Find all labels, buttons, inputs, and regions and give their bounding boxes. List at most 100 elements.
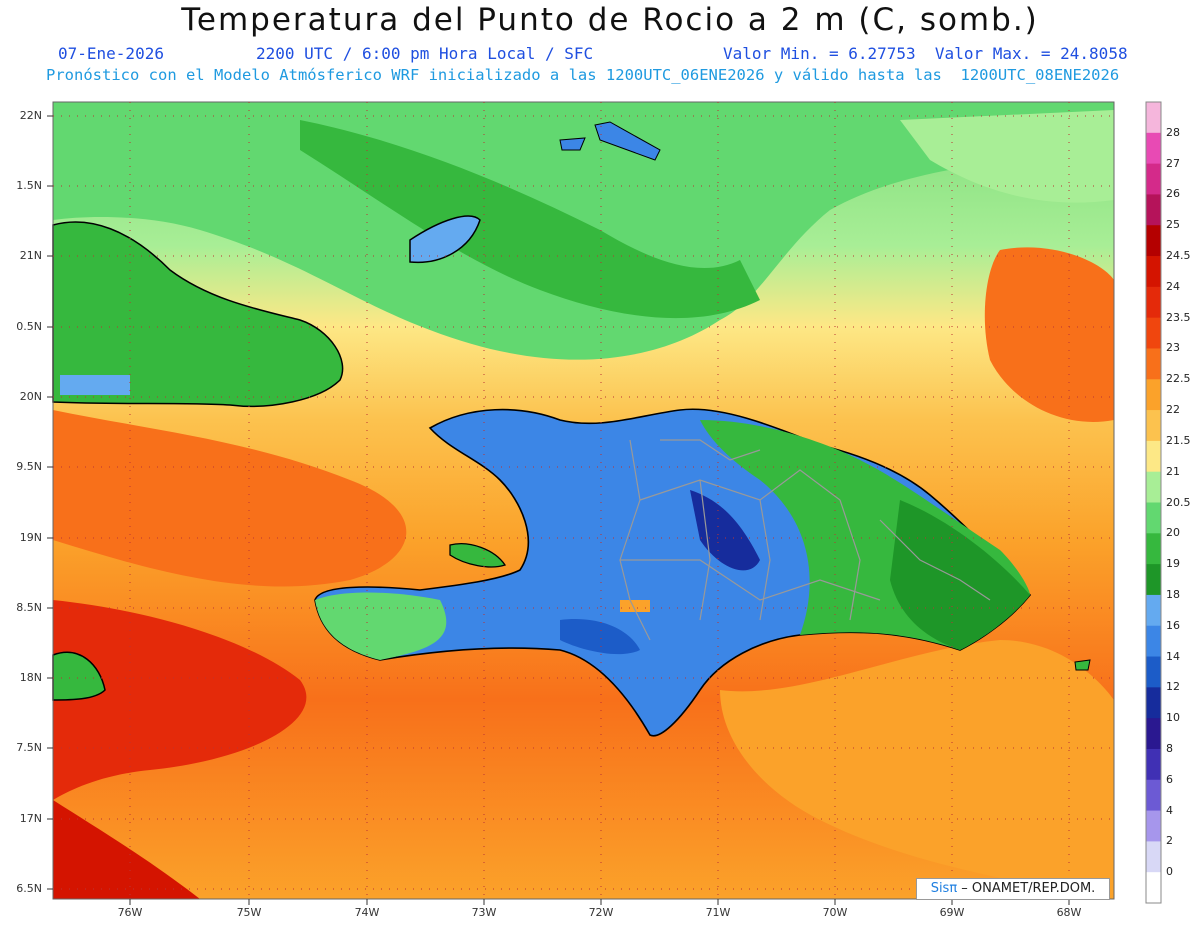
colorbar-label: 22.5: [1166, 372, 1191, 386]
lon-label: 68W: [1056, 906, 1082, 919]
lat-label: 0.5N: [16, 320, 42, 333]
colorbar-label: 24: [1166, 279, 1180, 293]
small-island: [559, 137, 586, 151]
colorbar-label: 21: [1166, 464, 1180, 478]
colorbar-swatch: [1146, 748, 1161, 781]
ne-light-green: [900, 110, 1114, 203]
colorbar-label: 16: [1166, 618, 1180, 632]
colorbar-label: 24.5: [1166, 249, 1191, 263]
graticule: [53, 102, 1114, 899]
lon-label: 73W: [471, 906, 497, 919]
cuba-land: [52, 221, 344, 408]
colorbar-label: 14: [1166, 649, 1180, 663]
colorbar-swatch: [1146, 348, 1161, 380]
colorbar-swatch: [1146, 625, 1161, 658]
lon-label: 71W: [705, 906, 731, 919]
north-dark-band: [300, 120, 760, 319]
mona-island: [1074, 659, 1091, 671]
colorbar-swatch: [1146, 440, 1161, 473]
colorbar-swatch: [1146, 163, 1161, 195]
lon-label: 74W: [354, 906, 380, 919]
colorbar-label: 8: [1166, 741, 1173, 755]
colorbar-swatch: [1146, 594, 1161, 627]
colorbar-label: 20.5: [1166, 495, 1191, 509]
colorbar-swatch: [1146, 533, 1161, 565]
south-dark-blue: [560, 619, 640, 655]
lake-orange: [620, 600, 650, 612]
colorbar-label: 12: [1166, 680, 1180, 694]
credit-text: – ONAMET/REP.DOM.: [957, 881, 1096, 896]
colorbar-swatch: [1146, 194, 1161, 226]
cuba-blue-area: [60, 375, 130, 395]
colorbar-swatch: [1146, 286, 1161, 319]
colorbar-swatch: [1146, 810, 1161, 842]
colorbar-swatch: [1146, 102, 1161, 134]
colorbar-label: 19: [1166, 557, 1180, 571]
sis-logo-text: Sisπ: [930, 881, 958, 896]
colorbar-swatch: [1146, 718, 1161, 750]
sw-corner-red: [53, 800, 200, 899]
colorbar-swatch: [1146, 656, 1161, 688]
colorbar-label: 0: [1166, 865, 1173, 879]
colorbar-swatch: [1146, 132, 1161, 165]
colorbar-swatch: [1146, 502, 1161, 534]
lon-label: 70W: [822, 906, 848, 919]
caicos-island: [594, 121, 661, 161]
lat-label: 6.5N: [16, 882, 42, 895]
map-panel: [52, 102, 1114, 899]
lat-label: 19N: [19, 531, 42, 544]
min-max-values: Valor Min. = 6.27753 Valor Max. = 24.805…: [723, 44, 1128, 63]
lat-label: 8.5N: [16, 601, 42, 614]
cordillera-dark-blue: [690, 490, 760, 571]
lon-label: 76W: [117, 906, 143, 919]
haiti-south-green: [315, 592, 447, 660]
valid-time: 2200 UTC / 6:00 pm Hora Local / SFC: [256, 44, 594, 63]
valid-date: 07-Ene-2026: [58, 44, 164, 63]
lat-label: 20N: [19, 390, 42, 403]
colorbar-label: 23.5: [1166, 310, 1191, 324]
jamaica-land: [52, 651, 106, 701]
ticks: [47, 115, 1070, 905]
colorbar-label: 10: [1166, 711, 1180, 725]
ne-orange: [984, 247, 1114, 422]
colorbar-swatch: [1146, 410, 1161, 442]
colorbar-label: 23: [1166, 341, 1180, 355]
colorbar-swatch: [1146, 225, 1161, 257]
lat-label: 17N: [19, 812, 42, 825]
colorbar-swatch: [1146, 687, 1161, 719]
colorbar-swatch: [1146, 379, 1161, 411]
colorbar-swatch: [1146, 564, 1161, 596]
lat-label: 7.5N: [16, 741, 42, 754]
colorbar-label: 20: [1166, 526, 1180, 540]
model-info: Pronóstico con el Modelo Atmósferico WRF…: [46, 66, 1120, 84]
lon-label: 72W: [588, 906, 614, 919]
colorbar-swatch: [1146, 471, 1161, 503]
colorbar-frame: [1145, 101, 1162, 904]
colorbar: [1145, 101, 1162, 904]
colorbar-label: 18: [1166, 587, 1180, 601]
colorbar-label: 28: [1166, 125, 1180, 139]
west-orange-patch: [53, 410, 407, 587]
colorbar-swatch: [1146, 841, 1161, 873]
colorbar-label: 2: [1166, 834, 1173, 848]
sw-red-patch: [53, 600, 307, 800]
lon-label: 69W: [939, 906, 965, 919]
colorbar-label: 26: [1166, 187, 1180, 201]
lon-label: 75W: [236, 906, 262, 919]
colorbar-swatch: [1146, 779, 1161, 812]
map-frame: [52, 101, 1115, 900]
colorbar-swatch: [1146, 256, 1161, 288]
colorbar-swatch: [1146, 872, 1161, 904]
lat-label: 1.5N: [16, 179, 42, 192]
lat-label: 18N: [19, 671, 42, 684]
colorbar-label: 6: [1166, 772, 1173, 786]
lat-label: 21N: [19, 249, 42, 262]
lat-label: 9.5N: [16, 460, 42, 473]
lat-label: 22N: [19, 109, 42, 122]
colorbar-label: 25: [1166, 218, 1180, 232]
se-orange: [720, 640, 1114, 899]
colorbar-label: 27: [1166, 156, 1180, 170]
inagua-island: [409, 215, 481, 264]
map-title: Temperatura del Punto de Rocio a 2 m (C,…: [181, 2, 1039, 38]
